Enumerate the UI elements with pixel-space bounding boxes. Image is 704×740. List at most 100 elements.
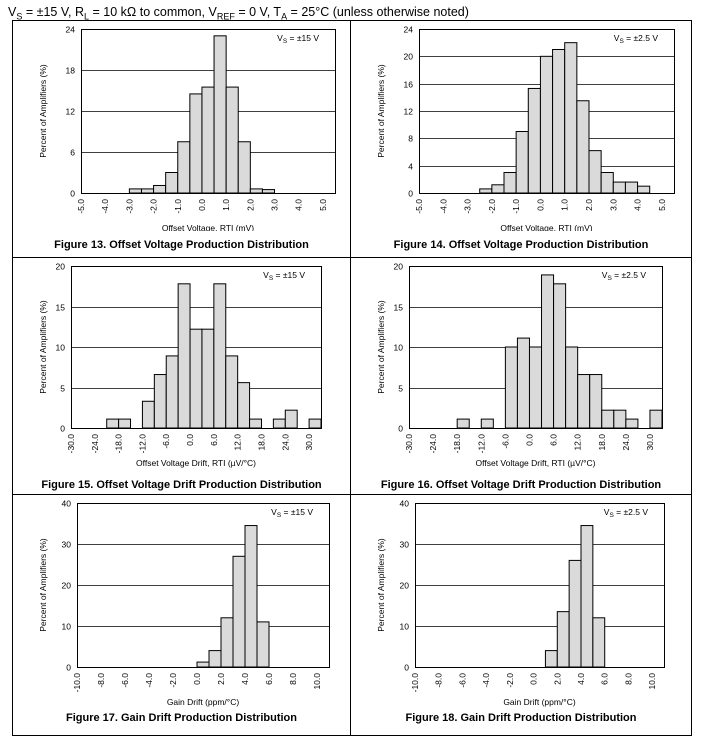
- y-tick-label: 10: [56, 343, 66, 353]
- header-a-val: = 25°C (unless otherwise noted): [287, 5, 469, 19]
- x-tick-label: 8.0: [288, 673, 298, 685]
- y-axis-label: Percent of Amplifiers (%): [38, 64, 48, 158]
- y-tick-label: 12: [66, 107, 76, 117]
- figure-13-title: Figure 13. Offset Voltage Production Dis…: [54, 239, 309, 251]
- histogram-bar: [308, 418, 322, 429]
- histogram-bar: [201, 86, 215, 194]
- x-tick-label: 10.0: [647, 673, 657, 690]
- histogram-bar: [503, 172, 517, 194]
- supply-annotation: VS = ±15 V: [263, 270, 305, 282]
- histogram-bar: [256, 621, 270, 668]
- histogram-bar: [177, 283, 191, 429]
- y-tick-label: 10: [400, 622, 410, 632]
- y-tick-label: 4: [408, 162, 413, 172]
- histogram-bar: [649, 409, 663, 429]
- y-tick-label: 12: [404, 107, 414, 117]
- figure-16-chart: 0 5 10 15 20 -30.0 -24.0 -18.0 -12.0 -6.0 0.0 6.0 12…: [376, 262, 663, 468]
- x-tick-label: -5.0: [76, 199, 86, 214]
- histogram-bar: [527, 87, 541, 194]
- y-tick-label: 40: [62, 499, 72, 509]
- y-tick-label: 6: [70, 148, 75, 158]
- x-tick-label: 18.0: [597, 434, 607, 451]
- histogram-bar: [189, 328, 203, 429]
- figure-15-chart: 0 5 10 15 20 -30.0 -24.0 -18.0 -12.0 -6.0 0.0 6.0 12…: [38, 262, 322, 468]
- histogram-bar: [165, 355, 179, 429]
- y-tick-label: 0: [404, 663, 409, 673]
- header-l-val: = 10 kΩ to common, V: [89, 5, 217, 19]
- x-tick-label: 2.0: [216, 673, 226, 685]
- x-tick-label: -30.0: [66, 434, 76, 454]
- supply-annotation: VS = ±2.5 V: [604, 507, 649, 519]
- x-tick-label: -3.0: [463, 199, 473, 214]
- x-tick-label: -18.0: [452, 434, 462, 454]
- x-tick-label: -8.0: [434, 673, 444, 688]
- supply-annotation: VS = ±2.5 V: [614, 33, 659, 45]
- histogram-bar: [244, 525, 258, 668]
- figure-13-chart: 0 6 12 18 24 -5.0 -4.0 -3.0 -2.0 -1.0 0.0 1.0 2.0 3.0…: [38, 25, 336, 231]
- figure-15-title: Figure 15. Offset Voltage Drift Producti…: [41, 479, 322, 491]
- supply-annotation: VS = ±15 V: [277, 33, 319, 45]
- histogram-bar: [528, 346, 543, 429]
- x-tick-label: 0.0: [529, 673, 539, 685]
- y-tick-label: 8: [408, 134, 413, 144]
- x-tick-label: -3.0: [124, 199, 134, 214]
- header-s-val: = ±15 V, R: [22, 5, 85, 19]
- x-tick-label: 0.0: [197, 199, 207, 211]
- x-tick-label: 1.0: [221, 199, 231, 211]
- x-tick-label: -10.0: [72, 673, 82, 693]
- x-tick-label: -4.0: [438, 199, 448, 214]
- x-tick-label: 5.0: [318, 199, 328, 211]
- y-axis-label: Percent of Amplifiers (%): [376, 538, 386, 632]
- x-tick-label: 12.0: [233, 434, 243, 451]
- y-tick-label: 0: [398, 424, 403, 434]
- histogram-bar: [153, 374, 167, 429]
- figure-18-title: Figure 18. Gain Drift Production Distrib…: [405, 712, 637, 724]
- x-tick-label: 2.0: [245, 199, 255, 211]
- histogram-bar: [189, 93, 203, 194]
- y-tick-label: 30: [62, 540, 72, 550]
- y-tick-label: 16: [404, 80, 414, 90]
- histogram-bar: [613, 409, 627, 429]
- x-axis-label: Gain Drift (ppm/°C): [503, 697, 576, 707]
- histogram-bar: [516, 337, 530, 429]
- histogram-bar: [580, 525, 594, 668]
- header-l-sub: L: [84, 11, 90, 22]
- y-tick-label: 30: [400, 540, 410, 550]
- histogram-bar: [232, 555, 246, 668]
- x-tick-label: 24.0: [621, 434, 631, 451]
- y-tick-label: 0: [60, 424, 65, 434]
- x-tick-label: -6.0: [500, 434, 510, 449]
- x-tick-label: 24.0: [280, 434, 290, 451]
- header-ref-val: = 0 V, T: [234, 5, 282, 19]
- histogram-bar: [515, 131, 529, 194]
- y-tick-label: 0: [66, 663, 71, 673]
- supply-annotation: VS = ±2.5 V: [602, 270, 647, 282]
- y-tick-label: 18: [66, 66, 76, 76]
- x-axis-label: Offset Voltage, RTI (mV): [162, 223, 254, 231]
- y-tick-label: 0: [408, 189, 413, 199]
- y-tick-label: 10: [394, 343, 404, 353]
- figure-14-panel: 0 4 8 12 16 20 24 -5.0 -4.0 -3.0 -2.0 -1.0 0.0 1.0 2.0…: [351, 21, 691, 257]
- header-ref-sub: REF: [216, 11, 235, 22]
- x-tick-label: -30.0: [404, 434, 414, 454]
- plot-area-border: [415, 503, 665, 668]
- histogram-bar: [272, 418, 286, 429]
- x-tick-label: 18.0: [256, 434, 266, 451]
- figure-17-chart: 0 10 20 30 40 -10.0 -8.0 -6.0 -4.0 -2.0 0.0 2.0 4.0 6…: [38, 499, 330, 707]
- histogram-bar: [544, 650, 558, 668]
- y-tick-label: 20: [62, 581, 72, 591]
- x-tick-label: -4.0: [481, 673, 491, 688]
- header-a-sub: A: [281, 11, 288, 22]
- x-tick-label: 6.0: [264, 673, 274, 685]
- plot-area-border: [81, 29, 336, 194]
- histogram-bar: [568, 559, 582, 668]
- histogram-bar: [625, 418, 639, 429]
- y-tick-label: 20: [394, 262, 404, 272]
- x-tick-label: 0.0: [535, 199, 545, 211]
- histogram-bar: [249, 418, 262, 429]
- histogram-bar: [479, 188, 493, 194]
- x-tick-label: 4.0: [240, 673, 250, 685]
- x-tick-label: 10.0: [312, 673, 322, 690]
- histogram-bar: [600, 172, 614, 194]
